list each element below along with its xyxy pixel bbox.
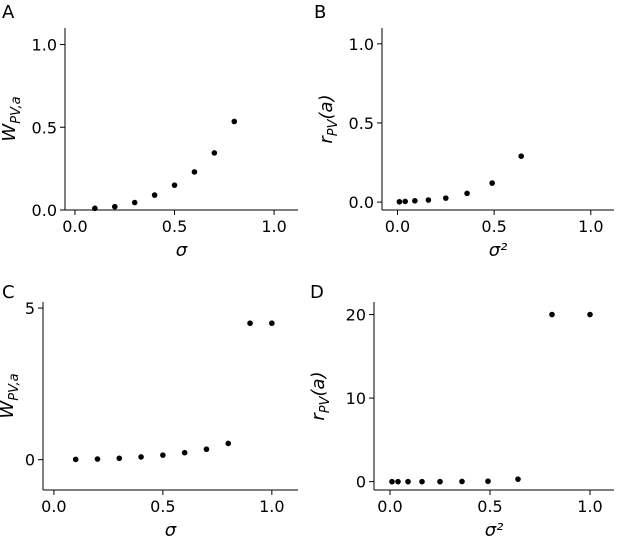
- panel-c: C 0.0 0.5 1.0 0 5 σ WPV,a: [0, 282, 298, 540]
- y-tick-label: 0.5: [349, 114, 374, 133]
- data-point: [587, 311, 593, 318]
- panel-letter: C: [2, 282, 15, 303]
- y-tick-label: 1.0: [32, 36, 57, 55]
- x-tick-label: 0.5: [150, 497, 175, 516]
- y-tick-label: 10: [346, 389, 366, 408]
- y-axis-label: WPV,a: [0, 373, 22, 418]
- data-point: [485, 478, 491, 485]
- y-axis-label: WPV,a: [0, 96, 24, 141]
- x-axis-label: σ²: [485, 520, 504, 540]
- data-point: [211, 150, 218, 156]
- y-axis-label: rPV(a): [308, 371, 333, 420]
- data-point: [92, 205, 98, 212]
- data-point: [437, 478, 443, 485]
- data-point: [151, 192, 158, 198]
- y-tick-label: 0.0: [349, 193, 374, 212]
- data-point: [225, 440, 232, 447]
- data-point: [395, 478, 401, 485]
- data-point: [389, 478, 395, 485]
- x-tick-label: 0.5: [477, 497, 502, 516]
- y-tick-label: 20: [346, 306, 366, 325]
- y-tick-label: 5: [25, 299, 35, 318]
- x-tick-label: 1.0: [578, 217, 603, 236]
- data-point: [402, 198, 409, 205]
- panel-b: B 0.0 0.5 1.0 0.0 0.5 1.0 σ² rPV(a): [314, 2, 614, 261]
- x-tick-label: 0.5: [162, 217, 187, 236]
- data-point: [160, 452, 166, 458]
- data-point: [138, 454, 144, 460]
- data-point: [94, 456, 101, 462]
- data-point: [425, 197, 432, 203]
- x-tick-label: 1.0: [259, 497, 284, 516]
- y-tick-label: 0: [25, 451, 35, 470]
- x-tick-label: 0.0: [377, 497, 402, 516]
- x-tick-label: 0.0: [385, 217, 410, 236]
- data-point: [171, 182, 178, 188]
- panel-letter: A: [2, 2, 15, 23]
- y-tick-label: 0: [356, 473, 366, 492]
- panel-letter: B: [314, 2, 326, 23]
- x-tick-label: 0.0: [41, 497, 66, 516]
- y-tick-label: 1.0: [349, 35, 374, 54]
- data-point: [549, 311, 555, 318]
- data-point: [111, 203, 118, 210]
- data-point: [405, 478, 411, 485]
- y-tick-label: 0.0: [32, 201, 57, 220]
- panel-letter: D: [310, 282, 324, 303]
- data-point: [396, 198, 403, 205]
- x-axis-label: σ: [165, 520, 177, 540]
- data-point: [181, 449, 188, 456]
- data-point: [72, 456, 79, 463]
- data-point: [412, 198, 418, 204]
- data-point: [203, 446, 210, 453]
- x-axis-label: σ²: [489, 240, 508, 261]
- data-point: [489, 180, 496, 186]
- x-tick-label: 1.0: [577, 497, 602, 516]
- data-point: [515, 476, 521, 482]
- data-point: [247, 320, 253, 327]
- data-point: [116, 455, 123, 462]
- data-point: [269, 320, 275, 327]
- data-point: [443, 195, 449, 201]
- data-point: [419, 478, 425, 485]
- data-point: [191, 169, 198, 175]
- data-point: [464, 190, 470, 197]
- panel-d: D 0.0 0.5 1.0 0 10 20 σ² rPV(a): [308, 282, 614, 540]
- y-tick-label: 0.5: [32, 118, 57, 137]
- data-point: [518, 153, 524, 159]
- data-point: [131, 199, 138, 206]
- x-tick-label: 0.0: [62, 217, 87, 236]
- x-tick-label: 0.5: [481, 217, 506, 236]
- y-axis-label: rPV(a): [316, 94, 341, 143]
- panel-a: A 0.0 0.5 1.0 0.0 0.5 1.0 σ WPV,a: [0, 2, 298, 261]
- data-point: [459, 478, 465, 485]
- data-point: [231, 118, 238, 125]
- x-axis-label: σ: [176, 240, 188, 261]
- x-tick-label: 1.0: [261, 217, 286, 236]
